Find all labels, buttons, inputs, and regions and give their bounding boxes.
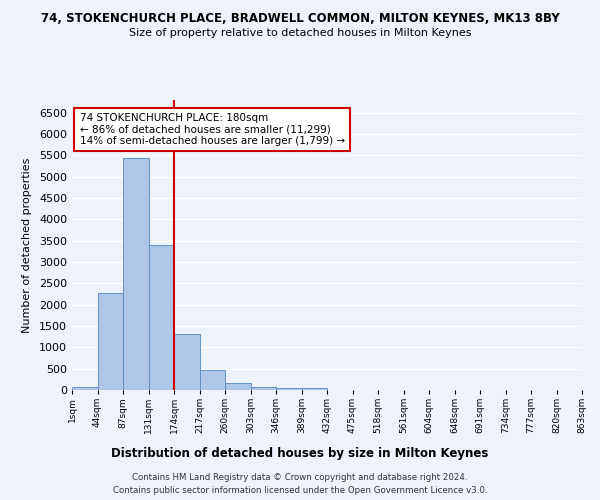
Text: Distribution of detached houses by size in Milton Keynes: Distribution of detached houses by size … <box>112 448 488 460</box>
Text: Contains public sector information licensed under the Open Government Licence v3: Contains public sector information licen… <box>113 486 487 495</box>
Bar <box>251 386 276 390</box>
Text: 74, STOKENCHURCH PLACE, BRADWELL COMMON, MILTON KEYNES, MK13 8BY: 74, STOKENCHURCH PLACE, BRADWELL COMMON,… <box>41 12 559 26</box>
Bar <box>149 245 174 390</box>
Bar <box>123 158 149 390</box>
Text: Size of property relative to detached houses in Milton Keynes: Size of property relative to detached ho… <box>129 28 471 38</box>
Bar <box>199 370 225 390</box>
Bar <box>276 388 302 390</box>
Bar <box>302 388 327 390</box>
Bar <box>72 387 97 390</box>
Text: Contains HM Land Registry data © Crown copyright and database right 2024.: Contains HM Land Registry data © Crown c… <box>132 472 468 482</box>
Bar <box>225 383 251 390</box>
Text: 74 STOKENCHURCH PLACE: 180sqm
← 86% of detached houses are smaller (11,299)
14% : 74 STOKENCHURCH PLACE: 180sqm ← 86% of d… <box>80 113 345 146</box>
Bar <box>97 293 123 390</box>
Y-axis label: Number of detached properties: Number of detached properties <box>22 158 32 332</box>
Bar <box>174 334 199 390</box>
